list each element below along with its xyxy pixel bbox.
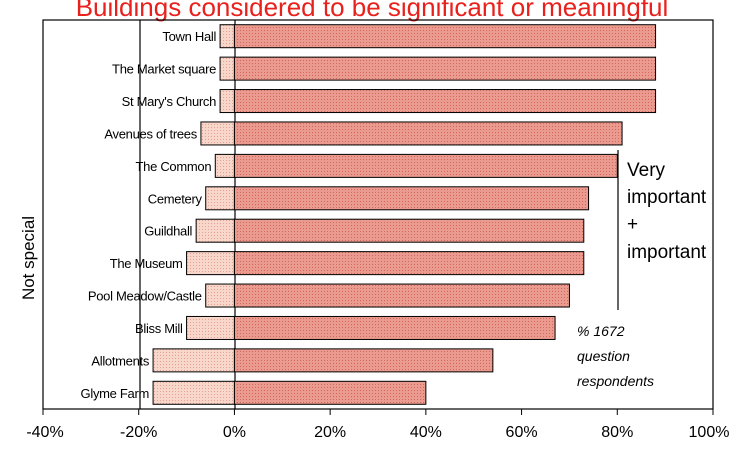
bar-important bbox=[233, 218, 585, 243]
category-label: Allotments bbox=[91, 353, 149, 368]
bar-not-special bbox=[205, 283, 235, 308]
plot-frame bbox=[42, 19, 714, 410]
x-tick-label: -40% bbox=[26, 424, 63, 441]
bar-important bbox=[233, 251, 585, 276]
series-annotation-line-3: + bbox=[627, 214, 638, 235]
category-label: Avenues of trees bbox=[104, 126, 197, 141]
category-label: Bliss Mill bbox=[135, 321, 183, 336]
category-label: Cemetery bbox=[148, 191, 203, 206]
category-label: The Museum bbox=[110, 256, 183, 271]
bar-not-special bbox=[186, 315, 235, 340]
bar-not-special bbox=[200, 121, 235, 146]
x-tick-label: -20% bbox=[120, 424, 157, 441]
bar-not-special bbox=[219, 56, 235, 81]
category-label: Glyme Farm bbox=[81, 386, 150, 401]
x-tick-label: 80% bbox=[601, 424, 633, 441]
bars-group bbox=[152, 24, 657, 405]
x-tick-label: 20% bbox=[314, 424, 346, 441]
x-tick-label: 100% bbox=[689, 424, 730, 441]
note-line-3: respondents bbox=[577, 373, 654, 389]
x-tick-label: 60% bbox=[506, 424, 538, 441]
x-tick-label: 0% bbox=[223, 424, 246, 441]
category-label: Town Hall bbox=[162, 29, 216, 44]
bar-important bbox=[233, 89, 657, 114]
series-annotation-line-1: Very bbox=[627, 160, 666, 181]
bar-important bbox=[233, 153, 618, 178]
bar-important bbox=[233, 186, 590, 211]
bar-important bbox=[233, 121, 623, 146]
bar-important bbox=[233, 348, 494, 373]
bar-not-special bbox=[205, 186, 235, 211]
category-label: St Mary's Church bbox=[122, 94, 217, 109]
x-tick-label: 40% bbox=[410, 424, 442, 441]
bar-not-special bbox=[152, 348, 235, 373]
category-label: Guildhall bbox=[144, 224, 192, 239]
bar-important bbox=[233, 24, 657, 49]
note-line-1: % 1672 bbox=[577, 323, 625, 339]
y-axis-label: Not special bbox=[19, 216, 38, 300]
bar-important bbox=[233, 56, 657, 81]
bar-not-special bbox=[195, 218, 235, 243]
x-axis-ticks: -40% -20% 0% 20% 40% 60% 80% 100% bbox=[26, 409, 729, 441]
series-annotation-line-2: important bbox=[627, 187, 707, 208]
series-annotation-line-4: important bbox=[627, 242, 707, 263]
category-label: The Market square bbox=[112, 62, 216, 77]
bar-important bbox=[233, 315, 556, 340]
bar-important bbox=[233, 380, 427, 405]
bar-not-special bbox=[214, 153, 235, 178]
bar-not-special bbox=[152, 380, 235, 405]
bar-not-special bbox=[219, 89, 235, 114]
category-label: Pool Meadow/Castle bbox=[88, 289, 202, 304]
chart-title: Buildings considered to be significant o… bbox=[76, 0, 669, 22]
series-annotation: Very important + important bbox=[627, 160, 707, 263]
category-label: The Common bbox=[136, 159, 212, 174]
bar-not-special bbox=[186, 251, 235, 276]
bar-not-special bbox=[219, 24, 235, 49]
respondents-note: % 1672 question respondents bbox=[577, 323, 654, 389]
bar-important bbox=[233, 283, 570, 308]
note-line-2: question bbox=[577, 348, 630, 364]
category-labels: Town Hall The Market square St Mary's Chur… bbox=[81, 29, 217, 401]
